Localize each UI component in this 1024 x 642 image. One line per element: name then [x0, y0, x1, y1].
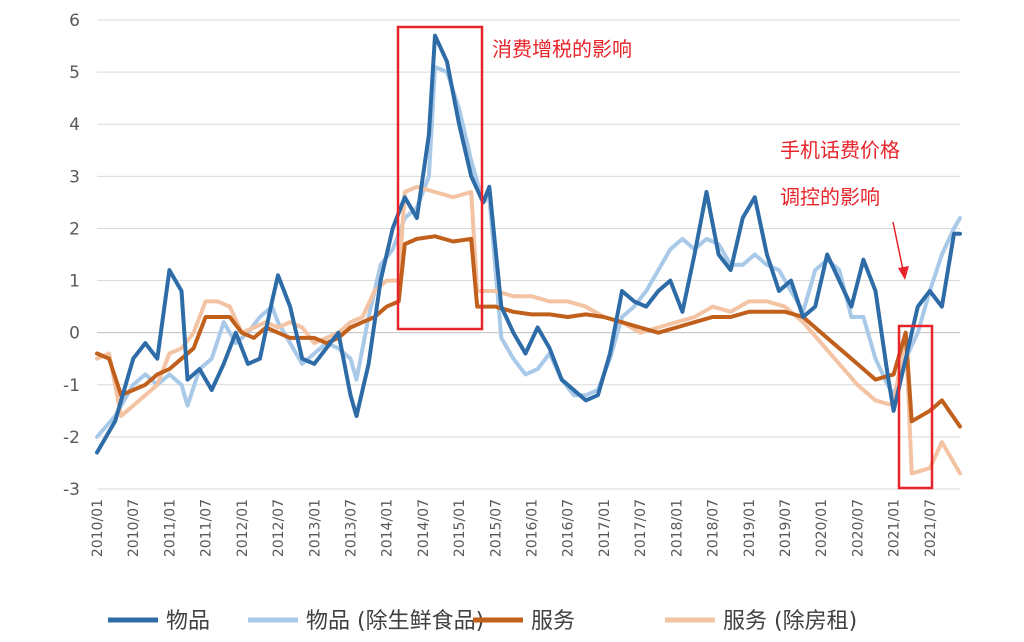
- x-tick-label: 2019/07: [778, 499, 794, 557]
- y-tick-label: -3: [63, 480, 80, 500]
- phone-effect-label-line2: 调控的影响: [780, 185, 880, 209]
- legend-label: 物品: [166, 609, 210, 634]
- phone-effect-arrowhead: [898, 266, 909, 280]
- y-tick-label: 4: [69, 115, 80, 135]
- series-line-0: [95, 33, 962, 455]
- phone-effect-arrow: [892, 221, 904, 271]
- y-tick-label: 2: [69, 219, 80, 239]
- y-tick-label: 6: [69, 11, 80, 31]
- x-axis-ticks: 2010/01 2010/07 2011/01 2011/07 2012/01 2012/…: [90, 499, 939, 557]
- x-tick-label: 2014/01: [380, 499, 396, 557]
- y-tick-label: 3: [69, 167, 80, 187]
- x-tick-label: 2013/07: [343, 499, 359, 557]
- series-line-1: [95, 64, 962, 439]
- tax-effect-box: [396, 25, 484, 331]
- series-lines: [95, 33, 962, 476]
- x-tick-label: 2010/07: [126, 499, 142, 557]
- x-tick-label: 2015/01: [452, 499, 468, 557]
- x-tick-label: 2017/07: [633, 499, 649, 557]
- phone-effect-box: [897, 324, 934, 490]
- x-tick-label: 2021/07: [923, 499, 939, 557]
- x-tick-label: 2020/07: [850, 499, 866, 557]
- x-tick-label: 2021/01: [887, 499, 903, 557]
- y-tick-label: 1: [69, 272, 80, 292]
- x-tick-label: 2011/07: [199, 499, 215, 557]
- series-line-3: [95, 184, 962, 476]
- x-tick-label: 2013/01: [307, 499, 323, 557]
- legend-label: 服务 (除房租): [723, 609, 857, 634]
- x-tick-label: 2017/01: [597, 499, 613, 557]
- series-line-2: [95, 234, 962, 429]
- x-tick-label: 2020/01: [814, 499, 830, 557]
- y-tick-label: 0: [69, 324, 80, 344]
- x-tick-label: 2016/07: [561, 499, 577, 557]
- phone-effect-label-line1: 手机话费价格: [780, 138, 900, 162]
- x-tick-label: 2011/01: [162, 499, 178, 557]
- gridlines: [97, 19, 960, 490]
- x-tick-label: 2018/01: [669, 499, 685, 557]
- y-axis-ticks: -3 -2 -1 0 1 2 3 4 5 6: [63, 11, 80, 500]
- x-tick-label: 2016/01: [525, 499, 541, 557]
- x-tick-label: 2018/07: [706, 499, 722, 557]
- x-tick-label: 2019/01: [742, 499, 758, 557]
- x-tick-label: 2015/07: [488, 499, 504, 557]
- annotations: 消费增税的影响 手机话费价格 调控的影响: [396, 25, 934, 490]
- x-tick-label: 2010/01: [90, 499, 106, 557]
- x-tick-label: 2012/01: [235, 499, 251, 557]
- y-tick-label: -1: [63, 376, 80, 396]
- x-tick-label: 2014/07: [416, 499, 432, 557]
- legend: 物品 物品 (除生鲜食品) 服务 服务 (除房租): [108, 609, 857, 634]
- legend-label: 物品 (除生鲜食品): [306, 609, 484, 634]
- legend-label: 服务: [531, 609, 575, 634]
- y-tick-label: -2: [63, 428, 80, 448]
- y-tick-label: 5: [69, 63, 80, 83]
- x-tick-label: 2012/07: [271, 499, 287, 557]
- tax-effect-label: 消费增税的影响: [492, 37, 632, 61]
